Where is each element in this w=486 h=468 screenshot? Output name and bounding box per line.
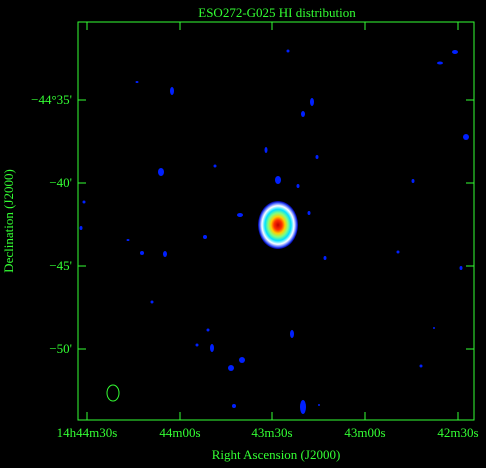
y-axis-label: Declination (J2000) <box>1 169 16 273</box>
y-tick-label: −45' <box>49 258 72 273</box>
title: ESO272-G025 HI distribution <box>198 5 356 20</box>
x-tick-label: 44m00s <box>159 425 200 440</box>
y-tick-label: −50' <box>49 341 72 356</box>
x-tick-label: 43m30s <box>251 425 292 440</box>
y-tick-label: −40' <box>49 175 72 190</box>
x-tick-label: 43m00s <box>344 425 385 440</box>
y-tick-label: −44°35' <box>31 92 72 107</box>
plot-frame <box>77 21 475 421</box>
sky-image <box>79 49 469 414</box>
x-axis-label: Right Ascension (J2000) <box>212 447 341 462</box>
x-tick-label: 42m30s <box>437 425 478 440</box>
x-tick-label: 14h44m30s <box>57 425 118 440</box>
tick-marks <box>78 22 474 420</box>
beam <box>106 384 120 402</box>
